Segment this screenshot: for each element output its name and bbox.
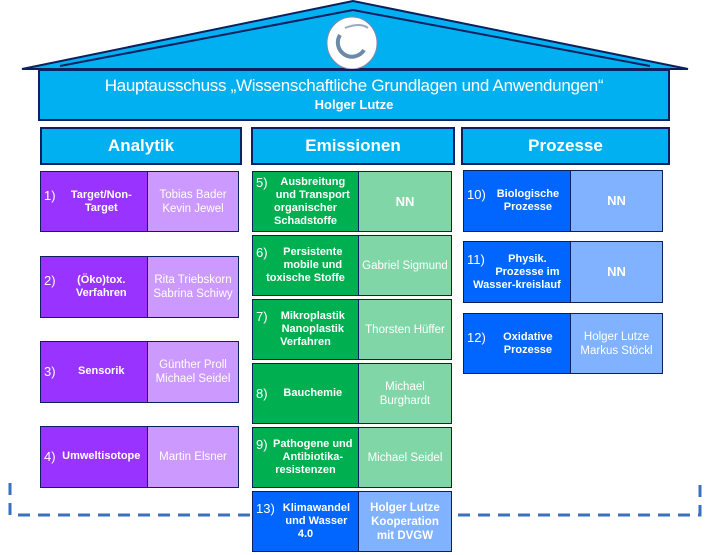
group-number: 6)	[256, 245, 268, 260]
group-topic: 3) Sensorik	[41, 342, 148, 402]
group-people: NN	[571, 171, 662, 231]
group-number: 7)	[256, 309, 268, 324]
group-topic: 8) Bauchemie	[253, 364, 359, 423]
working-group-box: 8) Bauchemie Michael Burghardt	[252, 363, 452, 424]
group-number: 2)	[44, 273, 56, 288]
topic-text: Oxidative Prozesse	[503, 330, 553, 356]
working-group-box: 7) Mikroplastik Nanoplastik Verfahren Tho…	[252, 299, 452, 360]
column-header-emissionen: Emissionen	[251, 127, 455, 165]
group-people: Holger Lutze Markus Stöckl	[571, 314, 662, 373]
topic-text: Sensorik	[78, 365, 125, 377]
group-topic: 2) (Öko)tox. Verfahren	[41, 257, 148, 317]
topic-text: Mikroplastik Nanoplastik Verfahren	[280, 310, 345, 348]
topic-text: Klimawandel und Wasser 4.0	[282, 502, 351, 540]
main-committee-header: Hauptausschuss „Wissenschaftliche Grundl…	[38, 69, 670, 121]
group-number: 5)	[256, 174, 268, 190]
group-topic: 9) Pathogene und Antibiotika-resistenzen	[253, 428, 359, 487]
group-people: Tobias Bader Kevin Jewel	[148, 172, 238, 231]
committee-title: Hauptausschuss „Wissenschaftliche Grundl…	[104, 76, 604, 95]
topic-text: Target/Non-Target	[70, 188, 132, 214]
column-header-analytik: Analytik	[40, 127, 242, 165]
group-topic: 13) Klimawandel und Wasser 4.0	[253, 492, 359, 551]
group-topic: 12) Oxidative Prozesse	[464, 314, 571, 373]
group-topic: 6) Persistente mobile und toxische Stoffe	[253, 236, 359, 295]
working-group-box: 2) (Öko)tox. Verfahren Rita Triebskorn Sa…	[40, 256, 239, 318]
group-people: Thorsten Hüffer	[359, 300, 451, 359]
working-group-box: 4) Umweltisotope Martin Elsner	[40, 426, 239, 488]
group-people: Michael Burghardt	[359, 364, 451, 423]
working-group-box: 11) Physik. Prozesse im Wasser-kreislauf …	[463, 241, 663, 303]
working-group-box: 10) Biologische Prozesse NN	[463, 170, 663, 232]
group-people: Rita Triebskorn Sabrina Schiwy	[148, 257, 238, 317]
working-group-box: 13) Klimawandel und Wasser 4.0 Holger Lut…	[252, 491, 452, 552]
topic-text: Umweltisotope	[62, 450, 141, 462]
topic-text: Bauchemie	[283, 386, 343, 399]
group-number: 11)	[467, 251, 485, 267]
group-number: 1)	[44, 187, 56, 203]
group-topic: 4) Umweltisotope	[41, 427, 148, 487]
group-number: 4)	[44, 449, 56, 464]
group-topic: 11) Physik. Prozesse im Wasser-kreislauf	[464, 242, 571, 302]
working-group-box: 3) Sensorik Günther Proll Michael Seidel	[40, 341, 239, 403]
group-people: NN	[571, 242, 662, 302]
group-number: 13)	[256, 501, 275, 516]
group-number: 3)	[44, 364, 56, 379]
group-topic: 5) Ausbreitung und Transport organischer …	[253, 172, 359, 231]
group-number: 8)	[256, 385, 268, 401]
group-topic: 10) Biologische Prozesse	[464, 171, 571, 231]
working-group-box: 1) Target/Non-Target Tobias Bader Kevin J…	[40, 171, 239, 232]
group-people: Günther Proll Michael Seidel	[148, 342, 238, 402]
group-topic: 7) Mikroplastik Nanoplastik Verfahren	[253, 300, 359, 359]
working-group-box: 12) Oxidative Prozesse Holger Lutze Marku…	[463, 313, 663, 374]
topic-text: Ausbreitung und Transport organischer Sc…	[274, 175, 350, 227]
column-header-prozesse: Prozesse	[461, 127, 670, 165]
group-people: Michael Seidel	[359, 428, 451, 487]
working-group-box: 5) Ausbreitung und Transport organischer …	[252, 171, 452, 232]
committee-chair: Holger Lutze	[314, 97, 394, 112]
group-topic: 1) Target/Non-Target	[41, 172, 148, 231]
working-group-box: 6) Persistente mobile und toxische Stoffe…	[252, 235, 452, 296]
group-number: 10)	[467, 187, 486, 202]
group-people: Martin Elsner	[148, 427, 238, 487]
group-number: 12)	[467, 329, 486, 345]
group-people: Holger Lutze Kooperation mit DVGW	[359, 492, 451, 551]
topic-text: Pathogene und Antibiotika-resistenzen	[273, 438, 353, 476]
wg-logo	[326, 16, 378, 70]
topic-text: Physik. Prozesse im Wasser-kreislauf	[473, 252, 561, 291]
topic-text: Persistente mobile und toxische Stoffe	[266, 246, 345, 284]
group-people: NN	[359, 172, 451, 231]
working-group-box: 9) Pathogene und Antibiotika-resistenzen …	[252, 427, 452, 488]
topic-text: (Öko)tox. Verfahren	[75, 274, 127, 299]
group-people: Gabriel Sigmund	[359, 236, 451, 295]
topic-text: Biologische Prozesse	[496, 188, 560, 213]
group-number: 9)	[256, 437, 268, 452]
